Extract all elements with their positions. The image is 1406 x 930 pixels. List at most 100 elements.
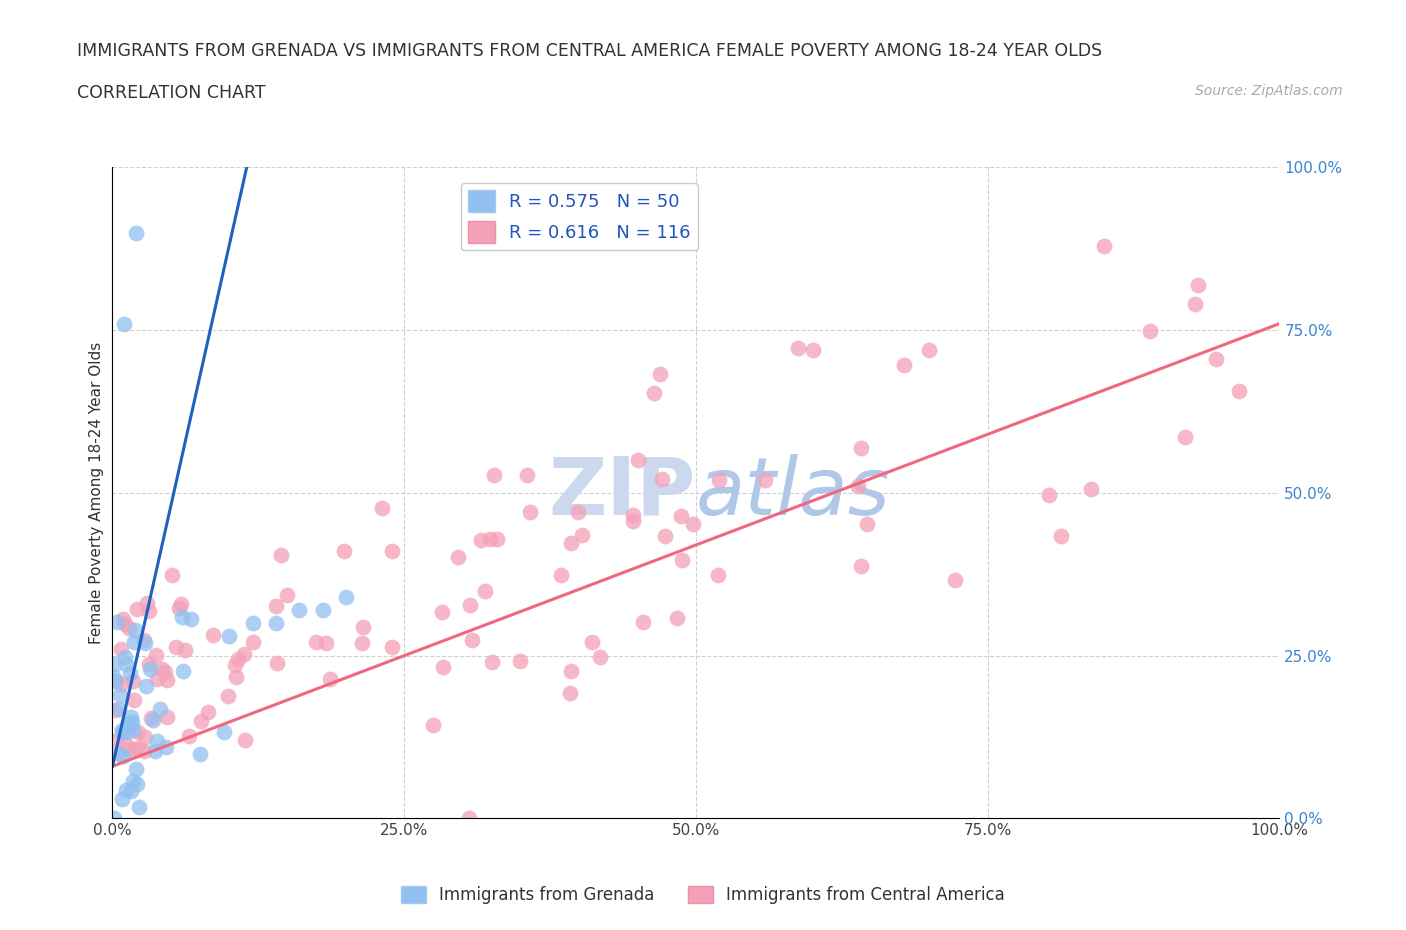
Point xyxy=(352,620,374,635)
Point xyxy=(851,440,873,455)
Point xyxy=(621,507,644,522)
Point xyxy=(115,724,138,739)
Text: atlas: atlas xyxy=(696,454,891,532)
Point xyxy=(118,715,141,730)
Point xyxy=(172,663,194,678)
Point xyxy=(589,650,612,665)
Point xyxy=(1187,277,1209,292)
Point xyxy=(104,702,127,717)
Point xyxy=(110,677,132,692)
Point xyxy=(509,654,531,669)
Point xyxy=(120,718,142,733)
Point xyxy=(1092,238,1115,253)
Point xyxy=(112,316,135,331)
Point xyxy=(190,714,212,729)
Point xyxy=(146,671,169,686)
Point xyxy=(654,528,676,543)
Point xyxy=(114,782,136,797)
Point xyxy=(122,634,145,649)
Point xyxy=(179,728,201,743)
Point xyxy=(104,657,127,671)
Point xyxy=(165,640,187,655)
Point xyxy=(105,614,128,629)
Point xyxy=(218,629,240,644)
Point xyxy=(128,800,150,815)
Point xyxy=(516,467,538,482)
Point xyxy=(671,552,693,567)
Point xyxy=(103,669,125,684)
Point xyxy=(111,724,134,739)
Point xyxy=(1174,430,1197,445)
Point xyxy=(172,610,194,625)
Point xyxy=(627,453,650,468)
Point xyxy=(381,543,404,558)
Point xyxy=(560,536,582,551)
Point xyxy=(432,659,454,674)
Point xyxy=(136,596,159,611)
Point xyxy=(242,616,264,631)
Point xyxy=(581,634,603,649)
Point xyxy=(135,679,157,694)
Point xyxy=(197,705,219,720)
Point xyxy=(114,649,136,664)
Point xyxy=(786,341,808,356)
Point xyxy=(486,531,509,546)
Point xyxy=(112,749,135,764)
Point xyxy=(474,584,496,599)
Point xyxy=(669,509,692,524)
Point xyxy=(643,386,665,401)
Text: IMMIGRANTS FROM GRENADA VS IMMIGRANTS FROM CENTRAL AMERICA FEMALE POVERTY AMONG : IMMIGRANTS FROM GRENADA VS IMMIGRANTS FR… xyxy=(77,42,1102,60)
Point xyxy=(266,655,288,670)
Point xyxy=(1038,487,1060,502)
Point xyxy=(134,636,156,651)
Point xyxy=(121,714,143,729)
Point xyxy=(943,572,966,587)
Point xyxy=(122,692,145,707)
Point xyxy=(132,632,155,647)
Point xyxy=(650,366,672,381)
Point xyxy=(124,741,146,756)
Point xyxy=(242,634,264,649)
Point xyxy=(160,568,183,583)
Point xyxy=(115,737,138,751)
Point xyxy=(180,612,202,627)
Point xyxy=(112,612,135,627)
Point xyxy=(173,643,195,658)
Point xyxy=(311,603,333,618)
Point xyxy=(145,647,167,662)
Point xyxy=(226,652,249,667)
Point xyxy=(706,567,728,582)
Point xyxy=(801,342,824,357)
Point xyxy=(470,532,492,547)
Point xyxy=(1205,352,1227,366)
Point xyxy=(155,672,177,687)
Point xyxy=(1227,383,1250,398)
Point xyxy=(458,598,481,613)
Point xyxy=(138,657,160,671)
Point xyxy=(143,743,166,758)
Point xyxy=(633,614,655,629)
Point xyxy=(350,635,373,650)
Point xyxy=(430,604,453,619)
Point xyxy=(103,811,125,826)
Point xyxy=(567,504,589,519)
Point xyxy=(335,590,357,604)
Point xyxy=(233,646,256,661)
Point xyxy=(571,527,593,542)
Legend: Immigrants from Grenada, Immigrants from Central America: Immigrants from Grenada, Immigrants from… xyxy=(394,879,1012,910)
Point xyxy=(104,674,127,689)
Point xyxy=(288,603,311,618)
Point xyxy=(319,671,342,686)
Point xyxy=(918,342,941,357)
Point xyxy=(558,685,581,700)
Point xyxy=(134,744,156,759)
Point xyxy=(104,673,127,688)
Text: CORRELATION CHART: CORRELATION CHART xyxy=(77,84,266,101)
Point xyxy=(155,710,177,724)
Point xyxy=(855,516,877,531)
Point xyxy=(127,777,149,791)
Point xyxy=(709,472,731,487)
Point xyxy=(125,225,148,240)
Point xyxy=(124,762,146,777)
Legend: R = 0.575   N = 50, R = 0.616   N = 116: R = 0.575 N = 50, R = 0.616 N = 116 xyxy=(461,183,697,250)
